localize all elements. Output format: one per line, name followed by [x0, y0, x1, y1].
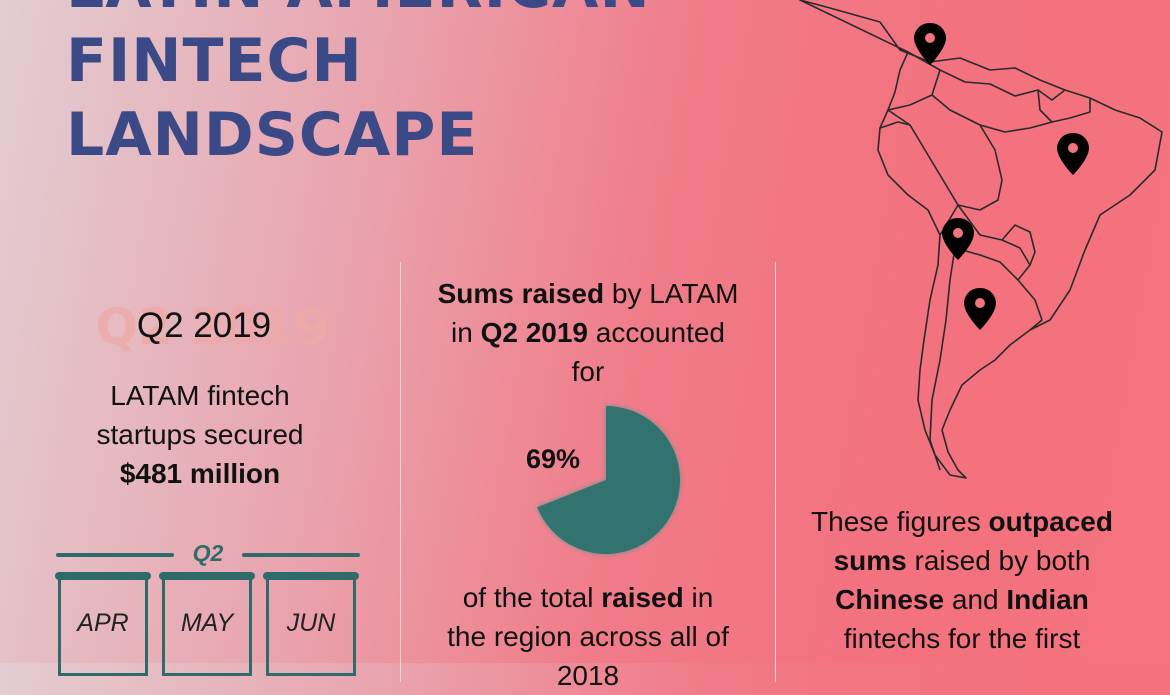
right-text: fintechs for the first	[843, 623, 1081, 654]
border-brazil-west	[931, 94, 1003, 211]
border-argentina	[929, 247, 956, 471]
title-line-3: LANDSCAPE	[66, 100, 479, 170]
month-bar-may	[159, 572, 255, 580]
outro-bold-raised: raised	[601, 582, 684, 613]
funding-amount: $481 million	[119, 458, 281, 489]
right-text: and	[944, 584, 1007, 615]
border-guianas	[1037, 89, 1091, 123]
right-bold-indian: Indian	[1006, 584, 1089, 615]
border-ecuador	[879, 121, 911, 129]
location-pin-icon	[1057, 133, 1089, 175]
right-bold-outpaced: outpaced	[988, 506, 1113, 537]
border-paraguay	[1001, 224, 1036, 266]
intro-text: for	[571, 356, 605, 387]
title-line-2: FINTECH	[66, 26, 363, 96]
month-label: APR	[77, 609, 129, 637]
month-label: JUN	[286, 609, 336, 637]
border-venezuela	[907, 51, 1066, 101]
column-divider-left	[400, 262, 401, 682]
location-pin-icon	[964, 288, 996, 330]
pie-svg	[537, 406, 680, 554]
timeline-quarter-label: Q2	[192, 540, 224, 566]
timeline-line-right	[242, 553, 360, 557]
month-bar-apr	[55, 572, 151, 580]
right-text: These figures	[811, 506, 989, 537]
intro-text: accounted	[588, 317, 725, 348]
border-colombia	[887, 69, 941, 111]
border-peru	[887, 109, 959, 236]
middle-intro-text: Sums raised by LATAM in Q2 2019 accounte…	[400, 274, 776, 391]
right-text: raised by both	[906, 545, 1091, 576]
share-pie-chart	[526, 400, 686, 565]
pie-slice	[537, 406, 680, 554]
right-bold-chinese: Chinese	[835, 584, 945, 615]
left-stat-line-1: LATAM fintech	[110, 380, 290, 411]
month-label: MAY	[180, 609, 234, 637]
timeline-line-left	[56, 553, 174, 557]
right-comparison-text: These figures outpaced sums raised by bo…	[776, 502, 1148, 658]
pie-percent-label: 69%	[526, 444, 581, 474]
border-north-brazil	[979, 121, 1053, 133]
intro-bold-period: Q2 2019	[480, 317, 588, 348]
location-pin-icon	[914, 23, 946, 65]
month-card-apr: APR	[58, 576, 148, 676]
location-pin-icon	[942, 218, 974, 260]
intro-bold-sums: Sums raised	[437, 278, 605, 309]
continent-outline	[799, 0, 1163, 479]
middle-outro-text: of the total raised in the region across…	[400, 578, 776, 695]
intro-text: by LATAM	[604, 278, 739, 309]
outro-text: 2018	[556, 660, 620, 691]
map-markers	[914, 23, 1089, 330]
infographic-title: LATIN AMERICAN FINTECH LANDSCAPE	[66, 0, 651, 172]
left-stat-text: LATAM fintech startups secured $481 mill…	[0, 376, 400, 493]
ghost-period-text: Q2 2019	[95, 298, 330, 356]
month-bar-jun	[263, 572, 359, 580]
border-bolivia	[947, 204, 1031, 281]
column-divider-right	[775, 262, 776, 682]
south-america-map	[799, 0, 1163, 479]
title-line-1: LATIN AMERICAN	[66, 0, 651, 24]
month-card-may: MAY	[162, 576, 252, 676]
period-heading: Q2 2019	[136, 306, 272, 345]
right-bold-sums: sums	[833, 545, 907, 576]
border-uruguay	[1017, 279, 1043, 331]
outro-text: in	[683, 582, 714, 613]
map-outline	[799, 0, 1163, 479]
outro-text: of the total	[462, 582, 602, 613]
intro-text: in	[451, 317, 481, 348]
outro-text: the region across all of	[447, 621, 729, 652]
month-card-jun: JUN	[266, 576, 356, 676]
left-stat-line-2: startups secured	[96, 419, 304, 450]
